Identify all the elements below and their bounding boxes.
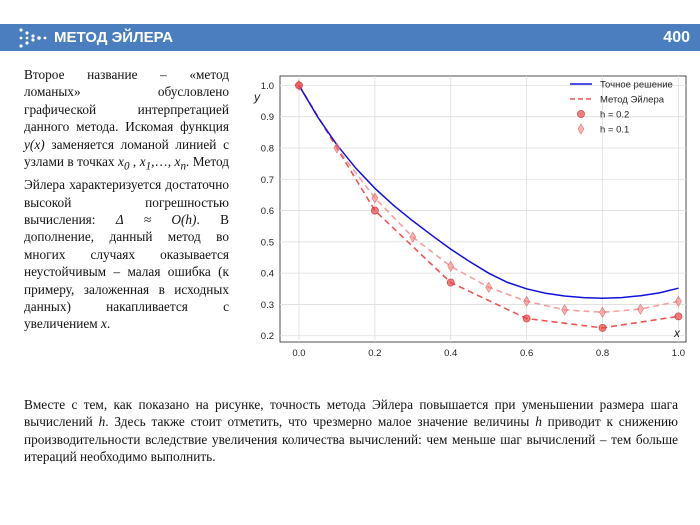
euler-h02-line [298, 84, 679, 329]
text-run: приводит к снижению производительности в… [24, 414, 678, 465]
x-tick-label: 1.0 [672, 348, 685, 359]
text-run: . Метод Эйлера характеризуется достаточн… [24, 154, 229, 227]
text-run: заменяется ломаной линией с узлами в точ… [24, 136, 229, 170]
math-x0: x0 [118, 154, 130, 173]
math-error: Δ ≈ O(h) [115, 211, 197, 227]
text-run: . [106, 316, 111, 332]
euler-h02-point [446, 278, 455, 287]
x-axis-label: x [673, 326, 681, 340]
text-run: . В дополнение, данный метод во многих с… [24, 211, 229, 332]
legend-label: Точное решение [600, 80, 673, 91]
x-tick-label: 0.8 [596, 348, 609, 359]
chevron-dots-icon [19, 28, 47, 48]
legend-h01-swatch [577, 123, 585, 135]
math-h: h [535, 414, 542, 430]
y-tick-label: 0.9 [261, 112, 274, 123]
x-tick-label: 0.2 [368, 348, 381, 359]
x-tick-label: 0.0 [292, 348, 305, 359]
euler-h01-point [371, 192, 379, 204]
math-func: y(x) [24, 136, 45, 152]
euler-h01-point [637, 303, 644, 315]
slide-title: МЕТОД ЭЙЛЕРА [54, 29, 174, 46]
euler-chart: 0.0 0.2 0.4 0.6 0.8 1.0 0.2 0.3 0.4 0.5 0.6 0.7 0.8 0… [253, 75, 687, 359]
euler-h01-point [485, 281, 493, 293]
euler-h02-point [522, 314, 531, 323]
page-number: 400 [663, 29, 690, 46]
y-tick-label: 0.5 [261, 237, 274, 248]
y-tick-label: 0.3 [261, 300, 274, 311]
text-run: ,…, [151, 154, 175, 170]
left-paragraph: Второе название – «метод ломаных» обусло… [24, 66, 229, 333]
y-tick-label: 0.7 [261, 175, 274, 186]
legend-label: h = 0.2 [600, 110, 629, 121]
euler-h01-point [523, 295, 530, 307]
euler-h01-point [333, 142, 341, 154]
y-tick-label: 0.6 [261, 206, 274, 217]
euler-h02-point [370, 206, 379, 215]
math-xn: xn [174, 154, 186, 173]
legend-h02-swatch [577, 110, 585, 118]
euler-h01-point [561, 304, 568, 316]
euler-h01-point [675, 295, 682, 307]
y-tick-label: 1.0 [261, 81, 274, 92]
bottom-paragraph: Вместе с тем, как показано на рисунке, т… [24, 396, 678, 466]
legend-label: h = 0.1 [600, 125, 629, 136]
text-run: Вместе с тем, как показано на рисунке, т… [24, 397, 678, 430]
y-axis-label: y [253, 90, 261, 104]
exact-solution-line [298, 85, 679, 299]
math-x1: x1 [139, 154, 152, 173]
euler-h01-point [599, 306, 606, 318]
x-tick-label: 0.6 [520, 348, 533, 359]
text-run: , [129, 154, 140, 170]
legend-label: Метод Эйлера [600, 95, 665, 106]
y-tick-label: 0.8 [261, 143, 274, 154]
euler-h01-point [447, 260, 455, 272]
math-x: x [100, 316, 107, 332]
euler-h02-point [674, 312, 683, 321]
y-tick-label: 0.2 [261, 331, 274, 342]
x-tick-label: 0.4 [444, 348, 457, 359]
euler-h02-point [295, 81, 303, 90]
text-run: Второе название – «метод ломаных» обусло… [24, 67, 229, 135]
math-h: h [98, 414, 106, 430]
y-tick-label: 0.4 [261, 269, 274, 280]
euler-h01-point [409, 231, 417, 243]
euler-h02-point [598, 324, 607, 332]
header-bar: МЕТОД ЭЙЛЕРА 400 [0, 24, 700, 51]
text-run: . Здесь также стоит отметить, что чрезме… [105, 414, 536, 430]
